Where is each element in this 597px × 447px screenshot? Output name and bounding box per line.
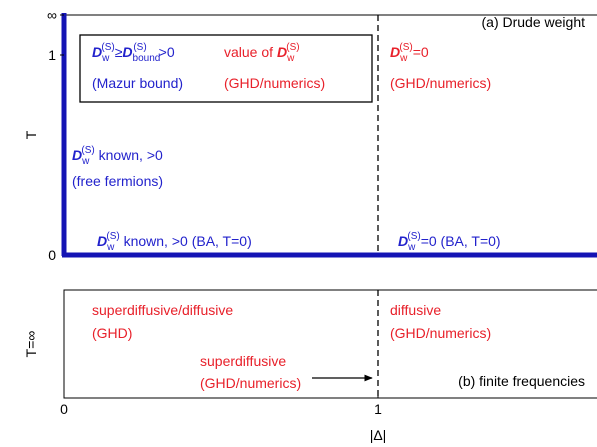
label-part: D <box>398 233 408 249</box>
y-tick-label: 1 <box>48 47 56 63</box>
region-label: Dw(S)=0 (BA, T=0) <box>398 231 501 253</box>
label-part: w <box>101 53 110 64</box>
box <box>79 34 373 103</box>
label-part: D <box>72 147 82 163</box>
x-tick-label: 0 <box>60 401 68 417</box>
label-part: w <box>81 156 90 167</box>
x-tick-label: 1 <box>374 401 382 417</box>
label-part: (S) <box>81 145 94 156</box>
label-part: D <box>390 44 400 60</box>
label-part: =0 <box>413 44 429 60</box>
region-label: superdiffusive <box>200 353 286 369</box>
label-part: (S) <box>407 231 420 242</box>
label-part: >0 <box>159 44 175 60</box>
region-label: Dw(S)=0 <box>390 42 429 64</box>
region-label: (Mazur bound) <box>92 75 183 91</box>
label-part: (S) <box>399 42 412 53</box>
label-part: D <box>97 233 107 249</box>
label-part: D <box>92 44 102 60</box>
label-part: (S) <box>286 42 299 53</box>
label-part: w <box>407 242 416 253</box>
label-part: ≥ <box>115 44 123 60</box>
label-part: w <box>106 242 115 253</box>
panel-label: (b) finite frequencies <box>458 373 585 389</box>
region-label: diffusive <box>390 302 441 318</box>
label-part: D <box>122 44 132 60</box>
label-part: (S) <box>106 231 119 242</box>
label-part: w <box>286 53 295 64</box>
label-part: known, >0 (BA, T=0) <box>120 233 252 249</box>
y-tick-label: 0 <box>48 247 56 263</box>
region-label: superdiffusive/diffusive <box>92 302 233 318</box>
region-label: (GHD/numerics) <box>224 75 325 91</box>
label-part: w <box>399 53 408 64</box>
label-part: (S) <box>101 42 114 53</box>
region-label: Dw(S) known, >0 (BA, T=0) <box>97 231 252 253</box>
label-part: bound <box>133 53 161 64</box>
region-label: (GHD/numerics) <box>390 75 491 91</box>
label-part: (S) <box>133 42 146 53</box>
region-label: (GHD) <box>92 325 132 341</box>
label-part: D <box>277 44 287 60</box>
y-title: T <box>23 130 39 139</box>
region-label: (GHD/numerics) <box>390 325 491 341</box>
region-label: value of Dw(S) <box>224 42 300 64</box>
region-label: Dw(S) known, >0 <box>72 145 163 167</box>
label-part: =0 (BA, T=0) <box>421 233 501 249</box>
region-label: (GHD/numerics) <box>200 375 301 391</box>
y-title: T=∞ <box>23 331 39 358</box>
panel-b-frame <box>63 289 597 399</box>
region-label: (free fermions) <box>72 173 163 189</box>
region-label: Dw(S)≥Dbound(S) >0 <box>92 42 175 64</box>
label-part: value of <box>224 44 277 60</box>
x-title: |Δ| <box>370 427 387 443</box>
label-part: known, >0 <box>95 147 163 163</box>
y-tick-label: ∞ <box>47 7 57 23</box>
panel-label: (a) Drude weight <box>482 14 586 30</box>
